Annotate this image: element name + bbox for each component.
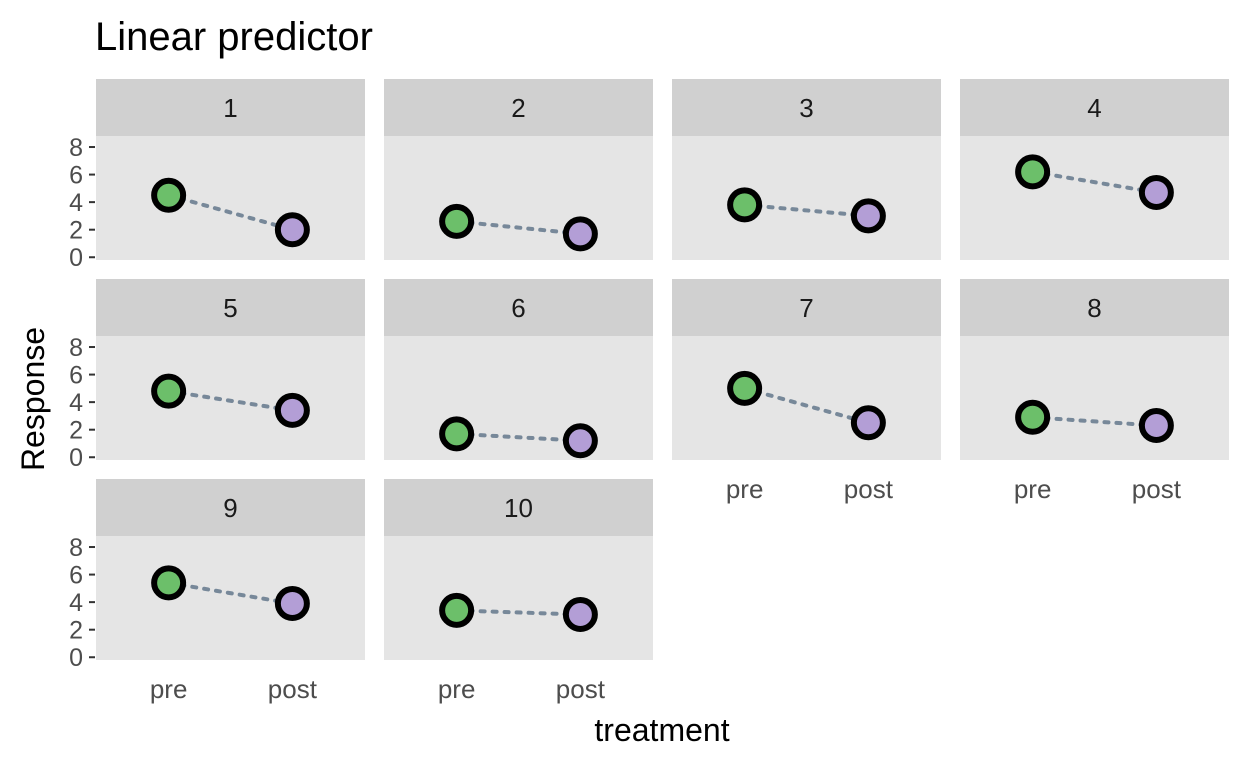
point-pre (439, 416, 475, 452)
x-tick-label: pre (150, 674, 188, 704)
facet-panel-7: 7 pre post (672, 279, 941, 504)
connector-line (742, 202, 871, 218)
connector-line (166, 580, 295, 606)
connector-line (454, 219, 583, 236)
y-axis-label: Response (15, 327, 51, 471)
facet-strip-label: 2 (511, 93, 525, 123)
facet-strip-label: 4 (1087, 93, 1101, 123)
panel-background (96, 136, 365, 260)
connector-line (454, 431, 583, 443)
y-tick-label: 2 (69, 417, 83, 445)
point-pre (151, 177, 187, 213)
panel-background (960, 136, 1229, 260)
panel-background (96, 336, 365, 460)
facet-strip-label: 3 (799, 93, 813, 123)
point-pre (727, 370, 763, 406)
facet-strip (384, 79, 653, 136)
y-tick-label: 2 (69, 217, 83, 245)
chart-title: Linear predictor (95, 15, 373, 59)
x-tick-label: post (1132, 474, 1182, 504)
panel-background (96, 536, 365, 660)
facet-strip-label: 6 (511, 293, 525, 323)
panel-background (384, 536, 653, 660)
panel-background (960, 336, 1229, 460)
y-tick-label: 6 (69, 362, 83, 390)
facet-strip-label: 5 (223, 293, 237, 323)
y-tick-label: 6 (69, 162, 83, 190)
point-pre (439, 592, 475, 628)
connector-line (166, 193, 295, 232)
facet-panel-10: 10 pre post (384, 479, 653, 704)
panel-background (672, 336, 941, 460)
connector-line (1030, 415, 1159, 428)
facet-strip (384, 479, 653, 536)
facet-strip-label: 7 (799, 293, 813, 323)
facet-panel-2: 2 (384, 79, 653, 260)
y-tick-label: 4 (69, 189, 83, 217)
point-post (562, 423, 598, 459)
facet-panel-8: 8 pre post (960, 279, 1229, 504)
x-tick-label: post (556, 674, 606, 704)
point-post (562, 216, 598, 252)
facet-strip (96, 79, 365, 136)
facet-strip-label: 9 (223, 493, 237, 523)
y-tick-label: 8 (69, 534, 83, 562)
point-post (1138, 408, 1174, 444)
point-pre (1015, 399, 1051, 435)
point-pre (1015, 154, 1051, 190)
facet-strip (672, 279, 941, 336)
point-pre (727, 187, 763, 223)
point-post (1138, 174, 1174, 210)
facet-strip (960, 79, 1229, 136)
point-post (562, 597, 598, 633)
y-tick-label: 6 (69, 562, 83, 590)
connector-line (1030, 169, 1159, 195)
x-tick-label: pre (726, 474, 764, 504)
y-tick-label: 8 (69, 134, 83, 162)
point-pre (151, 373, 187, 409)
facet-strip-label: 1 (223, 93, 237, 123)
x-tick-label: pre (438, 674, 476, 704)
y-tick-label: 2 (69, 617, 83, 645)
facet-strip-label: 10 (504, 493, 533, 523)
point-post (850, 405, 886, 441)
point-post (274, 212, 310, 248)
facet-strip (960, 279, 1229, 336)
facet-strip (672, 79, 941, 136)
y-tick-label: 0 (69, 444, 83, 472)
point-post (274, 586, 310, 622)
point-post (850, 198, 886, 234)
connector-line (166, 389, 295, 413)
panel-background (384, 136, 653, 260)
x-tick-label: post (844, 474, 894, 504)
facet-panel-6: 6 (384, 279, 653, 460)
panel-background (384, 336, 653, 460)
y-tick-label: 4 (69, 389, 83, 417)
facet-strip (96, 479, 365, 536)
point-post (274, 392, 310, 428)
connector-line (454, 608, 583, 617)
y-tick-label: 4 (69, 589, 83, 617)
facet-panel-3: 3 (672, 79, 941, 260)
panel-background (672, 136, 941, 260)
point-pre (151, 565, 187, 601)
x-tick-label: post (268, 674, 318, 704)
y-tick-label: 0 (69, 644, 83, 672)
point-pre (439, 203, 475, 239)
y-tick-label: 8 (69, 334, 83, 362)
x-axis-label: treatment (594, 712, 729, 748)
facet-strip-label: 8 (1087, 293, 1101, 323)
facet-panel-4: 4 (960, 79, 1229, 260)
facet-strip (384, 279, 653, 336)
y-tick-label: 0 (69, 244, 83, 272)
x-tick-label: pre (1014, 474, 1052, 504)
facet-strip (96, 279, 365, 336)
connector-line (742, 386, 871, 425)
